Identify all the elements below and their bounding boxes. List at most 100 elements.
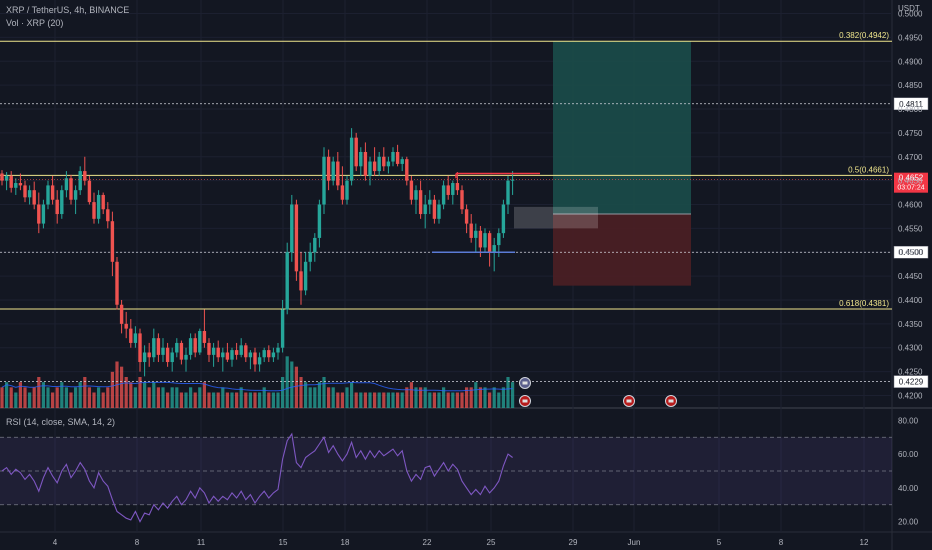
flash-icon-glyph	[522, 381, 528, 385]
position-tool[interactable]	[514, 41, 691, 286]
volume-bar	[290, 361, 294, 408]
candle-body	[372, 161, 377, 172]
candle-body	[60, 190, 64, 215]
volume-bar	[110, 371, 114, 408]
time-tick-label: 5	[717, 538, 722, 547]
candle-body	[83, 171, 87, 181]
flag-icon-glyph	[668, 399, 674, 403]
volume-bar	[23, 387, 27, 408]
volume-bar	[317, 382, 321, 408]
volume-bar	[271, 392, 275, 408]
volume-bar	[198, 387, 202, 408]
candle-body	[432, 199, 437, 219]
volume-bar	[483, 387, 487, 408]
volume-bar	[350, 382, 354, 408]
candle-body	[428, 199, 432, 205]
volume-bar	[492, 387, 496, 408]
candle-body	[322, 156, 326, 205]
rsi-pane[interactable]	[0, 432, 892, 523]
price-level-tag-label: 0.4500	[899, 248, 924, 257]
candle-body	[294, 204, 299, 272]
candlesticks[interactable]	[0, 128, 515, 377]
candle-body	[207, 342, 211, 355]
price-tick-label: 0.4500	[898, 248, 923, 257]
price-tick-label: 0.4700	[898, 153, 923, 162]
candle-body	[253, 352, 257, 365]
candle-body	[409, 180, 414, 200]
price-tick-label: 0.4900	[898, 57, 923, 66]
volume-bar	[221, 387, 225, 408]
rsi-indicator-label[interactable]: RSI (14, close, SMA, 14, 2)	[6, 417, 116, 427]
candle-body	[271, 352, 276, 358]
candle-body	[377, 156, 381, 172]
candle-body	[510, 179, 515, 181]
volume-bar	[97, 387, 101, 408]
volume-bar	[18, 382, 22, 408]
fib-level-label: 0.382(0.4942)	[839, 31, 889, 40]
annotations[interactable]: 0.4652 03:07:24	[0, 172, 928, 407]
volume-bar	[106, 387, 110, 408]
candle-body	[129, 328, 133, 343]
volume-bar	[179, 392, 183, 408]
candle-body	[96, 194, 101, 219]
volume-bar	[175, 387, 179, 408]
candle-body	[257, 357, 262, 365]
volume-bar	[143, 382, 147, 408]
candle-body	[14, 183, 18, 188]
candle-body	[395, 151, 400, 164]
volume-bar	[409, 382, 413, 408]
candle-body	[9, 175, 13, 188]
volume-bars	[0, 356, 515, 408]
candle-body	[497, 233, 501, 246]
price-tick-label: 0.4200	[898, 391, 923, 400]
volume-bar	[488, 392, 492, 408]
candle-body	[64, 178, 69, 191]
candle-body	[446, 185, 450, 195]
volume-bar	[28, 392, 32, 408]
candle-body	[386, 161, 391, 167]
flag-icon-glyph	[626, 399, 632, 403]
volume-bar	[156, 387, 160, 408]
candle-body	[290, 204, 294, 253]
volume-bar	[501, 387, 505, 408]
candle-body	[248, 352, 253, 358]
time-tick-label: 12	[860, 538, 869, 547]
volume-bar	[428, 392, 432, 408]
volume-indicator-label[interactable]: Vol · XRP (20)	[6, 18, 64, 28]
volume-bar	[469, 387, 473, 408]
candle-body	[349, 137, 354, 181]
candle-body	[303, 261, 308, 291]
symbol-title[interactable]: XRP / TetherUS, 4h, BINANCE	[6, 5, 130, 15]
candle-body	[299, 271, 303, 291]
volume-bar	[294, 366, 298, 408]
candle-body	[184, 354, 188, 360]
volume-bar	[451, 392, 455, 408]
price-axis[interactable]: 0.4200 0.4250 0.4300 0.4350 0.4400 0.4450 0.45…	[898, 4, 923, 527]
volume-bar	[129, 382, 133, 408]
time-tick-label: 29	[569, 538, 578, 547]
candle-body	[317, 204, 322, 238]
candle-body	[244, 345, 248, 358]
candle-body	[115, 261, 119, 305]
volume-bar	[322, 377, 326, 408]
volume-bar	[423, 387, 427, 408]
volume-bar	[74, 387, 78, 408]
volume-bar	[460, 392, 464, 408]
volume-bar	[239, 387, 243, 408]
candle-body	[78, 171, 82, 191]
volume-bar	[60, 382, 64, 408]
candle-body	[37, 204, 41, 224]
volume-bar	[299, 377, 303, 408]
volume-bar	[327, 387, 331, 408]
candle-body	[32, 190, 36, 205]
rsi-line	[1, 432, 513, 523]
time-axis[interactable]: 4 8 11 15 18 22 25 29 Jun 5 8 12	[53, 538, 869, 547]
candle-body	[280, 309, 285, 348]
volume-bar	[0, 387, 4, 408]
candle-body	[308, 252, 312, 262]
candle-body	[133, 333, 138, 343]
candle-countdown: 03:07:24	[897, 185, 924, 192]
candle-body	[179, 342, 184, 360]
volume-bar	[244, 392, 248, 408]
